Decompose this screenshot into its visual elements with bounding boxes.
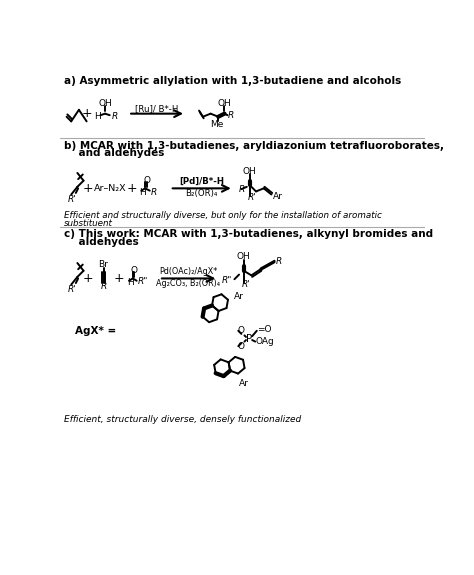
- Text: R': R': [247, 193, 256, 202]
- Text: O: O: [238, 326, 245, 335]
- Text: +: +: [83, 182, 93, 195]
- Text: +: +: [82, 107, 92, 120]
- Text: OH: OH: [237, 252, 251, 262]
- Text: H: H: [127, 278, 133, 287]
- Text: R': R': [241, 280, 250, 289]
- Text: and aldehydes: and aldehydes: [64, 148, 164, 158]
- Text: OAg: OAg: [255, 337, 274, 346]
- Text: OH: OH: [243, 167, 257, 176]
- Text: Pd(OAc)₂/AgX*: Pd(OAc)₂/AgX*: [159, 267, 218, 276]
- Text: O: O: [143, 176, 150, 185]
- Text: R': R': [68, 285, 77, 294]
- Text: Ar: Ar: [234, 293, 244, 301]
- Text: R: R: [239, 185, 246, 194]
- Text: R": R": [222, 276, 232, 285]
- Text: R: R: [151, 187, 157, 197]
- Text: H: H: [94, 112, 101, 121]
- Text: Br: Br: [99, 260, 109, 269]
- Text: B₂(OR)₄: B₂(OR)₄: [185, 189, 218, 198]
- Text: substituent: substituent: [64, 219, 112, 228]
- Text: OH: OH: [98, 99, 112, 108]
- Text: +: +: [114, 272, 124, 285]
- Text: c) This work: MCAR with 1,3-butadienes, alkynyl bromides and: c) This work: MCAR with 1,3-butadienes, …: [64, 229, 433, 239]
- Text: Me: Me: [210, 120, 223, 129]
- Text: aldehydes: aldehydes: [64, 237, 139, 247]
- Text: a) Asymmetric allylation with 1,3-butadiene and alcohols: a) Asymmetric allylation with 1,3-butadi…: [64, 76, 401, 86]
- Text: O: O: [131, 266, 138, 275]
- Text: Efficient, structurally diverse, densely functionalized: Efficient, structurally diverse, densely…: [64, 416, 301, 424]
- Text: R": R": [137, 277, 148, 286]
- Text: R: R: [276, 257, 283, 266]
- Text: AgX* =: AgX* =: [74, 326, 116, 336]
- Text: OH: OH: [218, 99, 231, 108]
- Text: Ar: Ar: [273, 191, 283, 201]
- Text: R: R: [100, 282, 107, 290]
- Text: R': R': [68, 194, 77, 204]
- Text: P: P: [246, 334, 252, 343]
- Text: R: R: [111, 112, 118, 121]
- Text: =O: =O: [257, 325, 271, 333]
- Text: [Pd]/B*-H: [Pd]/B*-H: [179, 177, 224, 186]
- Text: b) MCAR with 1,3-butadienes, aryldiazonium tetrafluoroborates,: b) MCAR with 1,3-butadienes, aryldiazoni…: [64, 141, 444, 151]
- Text: Ag₂CO₃, B₂(OR)₄: Ag₂CO₃, B₂(OR)₄: [156, 279, 220, 288]
- Text: +: +: [127, 182, 137, 195]
- Text: Ar–N₂X: Ar–N₂X: [94, 184, 127, 193]
- Text: H: H: [139, 187, 146, 197]
- Text: Ar: Ar: [239, 379, 249, 388]
- Text: O: O: [238, 342, 245, 351]
- Text: +: +: [83, 272, 93, 285]
- Text: [Ru]/ B*-H: [Ru]/ B*-H: [135, 104, 178, 113]
- Text: Efficient and structurally diverse, but only for the installation of aromatic: Efficient and structurally diverse, but …: [64, 212, 381, 220]
- Text: R: R: [228, 111, 234, 120]
